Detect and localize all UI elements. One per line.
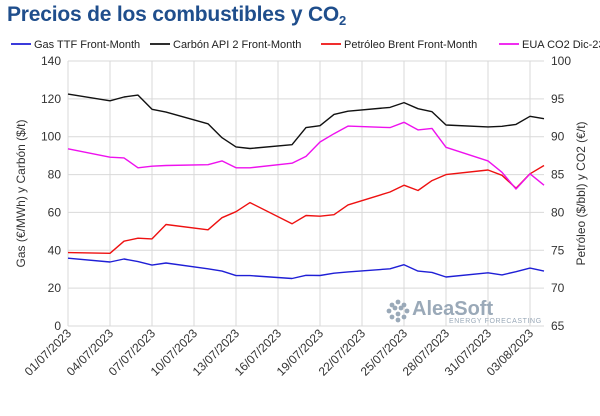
gridlines [67,60,544,327]
series-line-4 [67,121,545,190]
axis-ticks: 0204060801001201406570758085909510001/07… [22,54,572,379]
y-tick-right: 100 [551,54,571,68]
series-lines [67,93,545,280]
legend-label: Petróleo Brent Front-Month [344,39,477,51]
y-tick-left: 140 [41,54,61,68]
y-tick-right: 95 [551,92,565,106]
legend-item-2: Carbón API 2 Front-Month [150,39,301,51]
y-tick-right: 90 [551,130,565,144]
series-line-1 [67,257,545,280]
legend-label: Gas TTF Front-Month [34,39,140,51]
legend-label: EUA CO2 Dic-23 [522,39,600,51]
y-tick-right: 75 [551,243,565,257]
y-tick-left: 60 [48,205,62,219]
y-tick-left: 0 [54,319,61,333]
aleasoft-logo-icon [386,299,410,323]
watermark-tagline: ENERGY FORECASTING [449,318,542,325]
y-tick-right: 65 [551,319,565,333]
watermark: AleaSoft ENERGY FORECASTING [386,298,542,325]
chart-title: Precios de los combustibles y CO2 [7,3,347,28]
y-tick-right: 70 [551,281,565,295]
legend-item-3: Petróleo Brent Front-Month [321,39,477,51]
y-tick-left: 20 [48,281,62,295]
legend-label: Carbón API 2 Front-Month [173,39,301,51]
legend-item-4: EUA CO2 Dic-23 [499,39,600,51]
y-axis-right-label: Petróleo ($/bbl) y CO2 (€/t) [574,121,588,265]
y-axis-left-label: Gas (€/MWh) y Carbón ($/t) [14,119,28,267]
y-tick-right: 80 [551,205,565,219]
watermark-brand: AleaSoft [412,298,493,320]
legend: Gas TTF Front-Month Carbón API 2 Front-Mo… [11,39,600,51]
y-tick-left: 40 [48,243,62,257]
y-tick-right: 85 [551,168,565,182]
series-line-2 [67,93,545,150]
series-line-3 [67,164,545,255]
y-tick-left: 80 [48,168,62,182]
y-tick-left: 100 [41,130,61,144]
y-tick-left: 120 [41,92,61,106]
legend-item-1: Gas TTF Front-Month [11,39,140,51]
